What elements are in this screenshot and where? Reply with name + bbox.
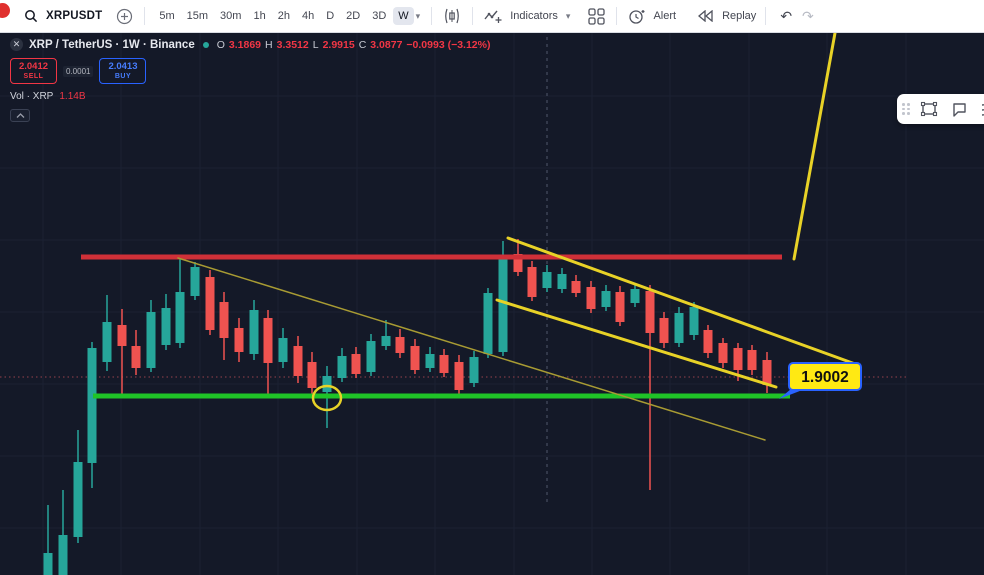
top-toolbar: XRPUSDT 5m 15m 30m 1h 2h 4h D 2D 3D W ▾ Indicator…	[0, 0, 984, 33]
timeframe-3D[interactable]: 3D	[372, 10, 387, 22]
timeframe-15m[interactable]: 15m	[186, 10, 209, 22]
symbol-logo-icon: ✕	[10, 38, 23, 51]
indicators-group: Indicators ▾	[482, 6, 607, 27]
timeframe-2D[interactable]: 2D	[346, 10, 361, 22]
buy-price: 2.0413	[108, 61, 138, 72]
open-label: O	[216, 38, 225, 51]
spread-value: 0.0001	[63, 65, 94, 77]
candles	[43, 239, 772, 575]
undo-icon[interactable]: ↶	[780, 7, 793, 24]
sell-button[interactable]: 2.0412 SELL	[10, 58, 57, 84]
indicator-templates-icon[interactable]	[586, 6, 607, 27]
alert-group: Alert Replay	[626, 6, 756, 27]
toolbar-separator	[616, 7, 618, 25]
channel-upper-line	[506, 236, 860, 367]
collapse-pane-button[interactable]	[10, 109, 30, 122]
alert-icon[interactable]	[626, 6, 647, 27]
timeframe-2h[interactable]: 2h	[277, 10, 290, 22]
resistance-line	[81, 254, 782, 260]
search-icon[interactable]	[22, 7, 40, 25]
timeframe-buttons: 5m 15m 30m 1h 2h 4h D 2D 3D W	[154, 7, 414, 25]
notification-dot	[0, 3, 10, 18]
replay-button[interactable]: Replay	[722, 10, 757, 22]
price-callout-tail	[779, 389, 805, 399]
timeframe-30m[interactable]: 30m	[220, 10, 242, 22]
drag-handle-icon[interactable]	[902, 103, 910, 115]
toolbar-separator	[765, 7, 767, 25]
open-value: 3.1869	[228, 38, 262, 51]
indicators-button[interactable]: Indicators	[510, 10, 558, 22]
low-value: 2.9915	[322, 38, 355, 51]
alert-button[interactable]: Alert	[653, 10, 677, 22]
chart-legend: ✕ XRP / TetherUS · 1W · Binance O 3.1869 …	[10, 38, 490, 122]
legend-symbol-title[interactable]: XRP / TetherUS · 1W · Binance	[29, 38, 195, 51]
toolbar-separator	[472, 7, 474, 25]
chevron-up-icon	[16, 112, 24, 118]
change-value: −0.0993 (−3.12%)	[406, 38, 491, 51]
ohlc-values: O 3.1869 H 3.3512 L 2.9915 C 3.0877 −0.0993 …	[217, 39, 491, 51]
low-label: L	[312, 38, 319, 51]
toolbar-separator	[144, 7, 146, 25]
redo-icon[interactable]: ↷	[802, 7, 814, 24]
price-chart[interactable]: 1.9002	[0, 33, 984, 575]
thin-trendline	[177, 257, 766, 441]
volume-label: Vol · XRP	[10, 91, 54, 102]
high-value: 3.3512	[276, 38, 309, 51]
chart-style-icon[interactable]	[441, 6, 463, 26]
timeframe-W[interactable]: W	[393, 7, 414, 25]
buy-button[interactable]: 2.0413 BUY	[99, 58, 147, 84]
highlight-circle	[311, 384, 343, 412]
callout-tool-icon[interactable]	[945, 97, 972, 121]
sell-label: SELL	[23, 73, 44, 80]
replay-icon[interactable]	[696, 8, 716, 24]
support-line	[93, 393, 790, 399]
indicators-icon[interactable]	[482, 6, 504, 26]
volume-legend: Vol · XRP 1.14B	[10, 91, 490, 102]
rectangle-tool-icon[interactable]	[915, 97, 942, 121]
sell-price: 2.0412	[18, 61, 49, 72]
timeframe-4h[interactable]: 4h	[301, 10, 315, 22]
legend-row-symbol: ✕ XRP / TetherUS · 1W · Binance O 3.1869 …	[10, 38, 490, 51]
channel-lower-line	[495, 298, 778, 389]
symbol-name[interactable]: XRPUSDT	[46, 10, 103, 22]
price-callout	[788, 362, 862, 391]
timeframe-D[interactable]: D	[326, 10, 335, 22]
close-label: C	[358, 38, 367, 51]
breakout-line	[792, 33, 837, 261]
trade-panel: 2.0412 SELL 0.0001 2.0413 BUY	[10, 58, 490, 84]
timeframe-1h[interactable]: 1h	[253, 10, 266, 22]
indicators-caret[interactable]: ▾	[565, 10, 571, 21]
high-label: H	[265, 38, 273, 51]
buy-label: BUY	[114, 73, 132, 80]
timeframe-dropdown-caret[interactable]: ▾	[415, 10, 421, 21]
trend-lines-tool-icon[interactable]	[975, 97, 984, 121]
chart-area: 1.9002 ✕ XRP / TetherUS · 1W · Binance O…	[0, 33, 984, 575]
price-callout-text: 1.9002	[801, 369, 848, 386]
drawing-toolbar	[897, 94, 984, 124]
market-status-dot	[202, 41, 209, 48]
timeframe-5m[interactable]: 5m	[159, 10, 175, 22]
close-value: 3.0877	[370, 38, 403, 51]
toolbar-separator	[431, 7, 433, 25]
compare-add-icon[interactable]	[114, 6, 135, 27]
symbol-group: XRPUSDT	[22, 6, 135, 27]
volume-value: 1.14B	[59, 91, 86, 102]
